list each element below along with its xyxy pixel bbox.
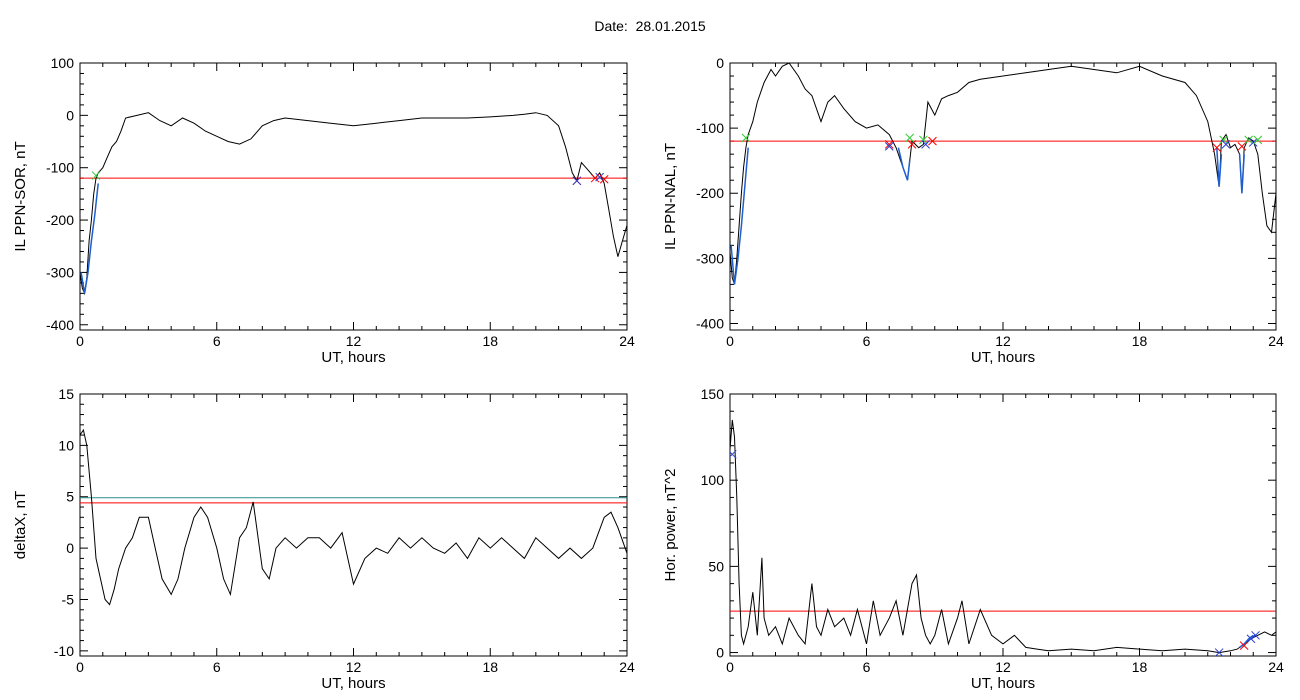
cross-marker: [884, 142, 894, 151]
y-tick-label: 100: [51, 55, 75, 71]
y-tick-label: -5: [62, 591, 75, 607]
date-label: Date:: [594, 18, 628, 34]
cross-marker: [1214, 648, 1224, 656]
y-tick-label: -10: [54, 643, 74, 659]
cross-marker: [919, 135, 928, 145]
cross-marker: [1253, 135, 1263, 145]
cross-marker: [928, 136, 937, 146]
y-tick-label: -100: [46, 160, 74, 176]
y-tick-label: -400: [46, 317, 74, 333]
y-axis-label: Hor. power, nT^2: [662, 469, 679, 582]
y-tick-label: 10: [58, 437, 74, 453]
y-axis-label: IL PPN-NAL, nT: [662, 143, 679, 250]
y-tick-label: 150: [701, 386, 725, 402]
x-tick-label: 12: [995, 333, 1011, 349]
series-line: [80, 428, 627, 606]
y-tick-label: -400: [696, 315, 724, 331]
highlight-segment: [730, 147, 749, 285]
plot-frame: [79, 393, 628, 657]
x-tick-label: 6: [863, 659, 871, 675]
highlight-segment: [1216, 147, 1223, 187]
chart-deltax: 0 6 12 18 24 15 10 5 0 -5 -10 UT, hours deltaX, nT: [12, 386, 635, 692]
x-tick-label: 24: [619, 333, 635, 349]
x-tick-label: 0: [76, 659, 84, 675]
x-tick-label: 18: [482, 333, 498, 349]
x-tick-label: 24: [619, 659, 635, 675]
y-tick-label: -300: [46, 264, 74, 280]
date-value: 28.01.2015: [635, 18, 706, 34]
x-tick-label: 12: [346, 659, 362, 675]
x-axis-label: UT, hours: [971, 675, 1035, 692]
plot-area: [730, 63, 1276, 285]
cross-marker: [884, 140, 894, 149]
highlight-segment: [897, 147, 911, 181]
cross-marker: [907, 140, 917, 149]
cross-marker: [1239, 641, 1249, 651]
cross-marker: [1237, 142, 1247, 151]
plot-frame: [79, 62, 628, 331]
highlight-segment: [1238, 154, 1245, 194]
y-tick-label: 0: [716, 645, 724, 661]
y-tick-label: -300: [696, 250, 724, 266]
cross-marker: [1221, 140, 1231, 149]
y-tick-label: -200: [46, 212, 74, 228]
y-axis-label: IL PPN-SOR, nT: [12, 141, 29, 251]
series-line: [730, 63, 1276, 285]
cross-marker: [741, 133, 751, 143]
cross-marker: [1212, 143, 1222, 153]
highlight-segment: [1239, 634, 1254, 648]
cross-marker: [1248, 138, 1258, 147]
x-tick-label: 18: [1132, 659, 1148, 675]
x-tick-label: 24: [1268, 333, 1284, 349]
y-tick-label: 0: [66, 540, 74, 556]
chart-ppn-sor: 0 6 12 18 24 100 0 -100 -200 -300 -400 UT, hours IL …: [12, 55, 635, 366]
y-tick-label: 15: [58, 386, 74, 402]
cross-marker: [91, 171, 101, 180]
plot-area: [730, 419, 1276, 656]
series-line: [80, 112, 627, 296]
x-tick-label: 12: [346, 333, 362, 349]
y-tick-label: 0: [716, 55, 724, 71]
cross-marker: [1246, 634, 1256, 644]
highlight-segment: [80, 183, 99, 294]
y-axis-label: deltaX, nT: [12, 491, 29, 559]
x-tick-label: 24: [1268, 659, 1284, 675]
x-tick-label: 0: [76, 333, 84, 349]
cross-marker: [1244, 135, 1254, 145]
y-tick-label: 5: [66, 489, 74, 505]
x-tick-label: 0: [726, 333, 734, 349]
date-header: Date: 28.01.2015: [0, 18, 1300, 34]
y-tick-label: -200: [696, 185, 724, 201]
x-tick-label: 6: [213, 659, 221, 675]
plot-frame: [729, 62, 1277, 331]
cross-marker: [1219, 135, 1229, 145]
plot-frame: [729, 393, 1277, 657]
x-tick-label: 12: [995, 659, 1011, 675]
y-tick-label: -100: [696, 120, 724, 136]
x-axis-label: UT, hours: [971, 349, 1035, 366]
cross-marker: [905, 133, 915, 143]
x-tick-label: 0: [726, 659, 734, 675]
y-tick-label: 0: [66, 107, 74, 123]
x-tick-label: 18: [482, 659, 498, 675]
x-tick-label: 6: [863, 333, 871, 349]
cross-marker: [1251, 630, 1260, 640]
x-axis-label: UT, hours: [321, 675, 385, 692]
cross-marker: [572, 176, 582, 186]
plot-area: [80, 112, 627, 296]
y-tick-label: 100: [701, 472, 725, 488]
x-axis-label: UT, hours: [321, 349, 385, 366]
cross-marker: [730, 449, 737, 459]
chart-hor-power: 0 6 12 18 24 150 100 50 0 UT, hours Hor. power, nT…: [662, 386, 1284, 692]
plot-area: [80, 428, 627, 606]
chart-ppn-nal: 0 6 12 18 24 0 -100 -200 -300 -400 UT, hours IL PPN…: [662, 55, 1284, 366]
cross-marker: [599, 174, 609, 184]
cross-marker: [595, 172, 605, 182]
y-tick-label: 50: [708, 558, 724, 574]
x-tick-label: 18: [1132, 333, 1148, 349]
series-line: [730, 419, 1276, 654]
cross-marker: [921, 140, 931, 149]
x-tick-label: 6: [213, 333, 221, 349]
